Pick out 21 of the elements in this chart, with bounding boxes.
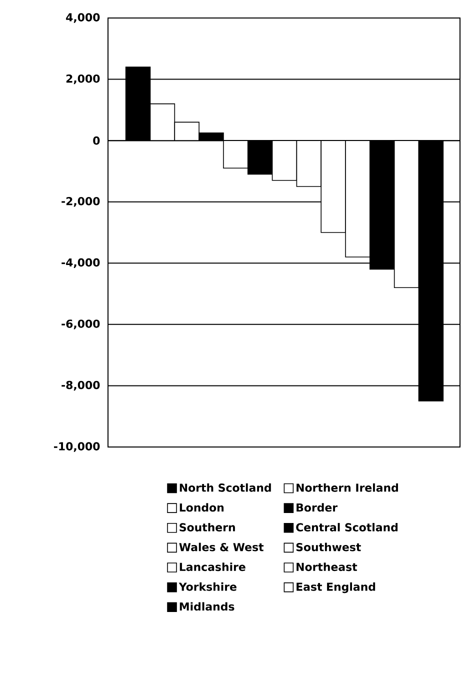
y-tick-label: 4,000 [66, 13, 100, 23]
legend-label: London [180, 503, 224, 512]
y-tick-label: 0 [93, 136, 100, 145]
legend-label: Central Scotland [296, 522, 398, 532]
legend-label: Lancashire [180, 562, 246, 572]
y-tick-label: -8,000 [62, 380, 100, 391]
legend-label: North Scotland [180, 483, 271, 492]
legend-label: Northeast [296, 562, 358, 572]
y-tick-label: -6,000 [62, 320, 100, 330]
legend-label: Yorkshire [178, 582, 236, 591]
y-tick-label: -2,000 [62, 197, 100, 207]
y-tick-label: 2,000 [66, 74, 100, 84]
legend-label: East England [296, 582, 376, 594]
legend-label: Southern [180, 522, 235, 532]
y-tick-label: -4,000 [62, 258, 100, 268]
legend-label: Wales & West [179, 542, 264, 552]
y-tick-label: -10,000 [54, 442, 100, 452]
legend-label: Southwest [296, 542, 361, 552]
legend-label: Border [296, 503, 338, 512]
legend-label: Northern Ireland [296, 483, 398, 492]
legend-label: Midlands [180, 602, 234, 611]
